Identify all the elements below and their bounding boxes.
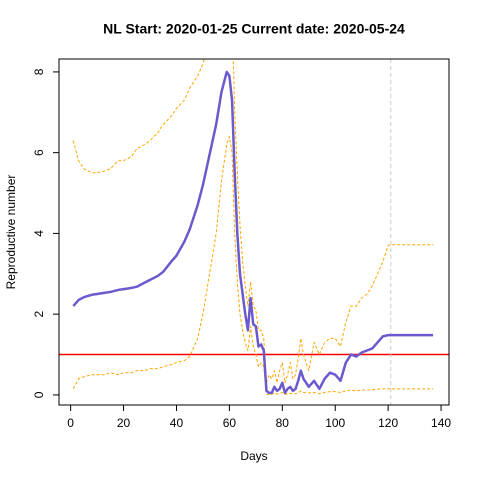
x-tick-label: 80 <box>276 416 290 430</box>
x-tick-label: 60 <box>223 416 237 430</box>
x-tick-label: 20 <box>117 416 131 430</box>
plot-frame <box>58 58 450 406</box>
y-axis-label: Reproductive number <box>4 175 18 290</box>
x-tick-label: 0 <box>67 416 74 430</box>
y-tick-label: 4 <box>32 230 46 237</box>
plot-area <box>59 59 449 405</box>
x-tick-label: 120 <box>378 416 398 430</box>
series-line <box>72 59 434 384</box>
y-tick-label: 0 <box>32 391 46 398</box>
series-line <box>72 136 434 395</box>
series-line <box>72 70 434 395</box>
x-tick-label: 140 <box>431 416 451 430</box>
x-tick-label: 100 <box>325 416 345 430</box>
chart-title: NL Start: 2020-01-25 Current date: 2020-… <box>103 21 405 37</box>
y-tick-label: 6 <box>32 149 46 156</box>
y-tick-label: 8 <box>32 68 46 75</box>
y-tick-label: 2 <box>32 311 46 318</box>
x-axis-label: Days <box>240 449 267 463</box>
x-tick-label: 40 <box>170 416 184 430</box>
